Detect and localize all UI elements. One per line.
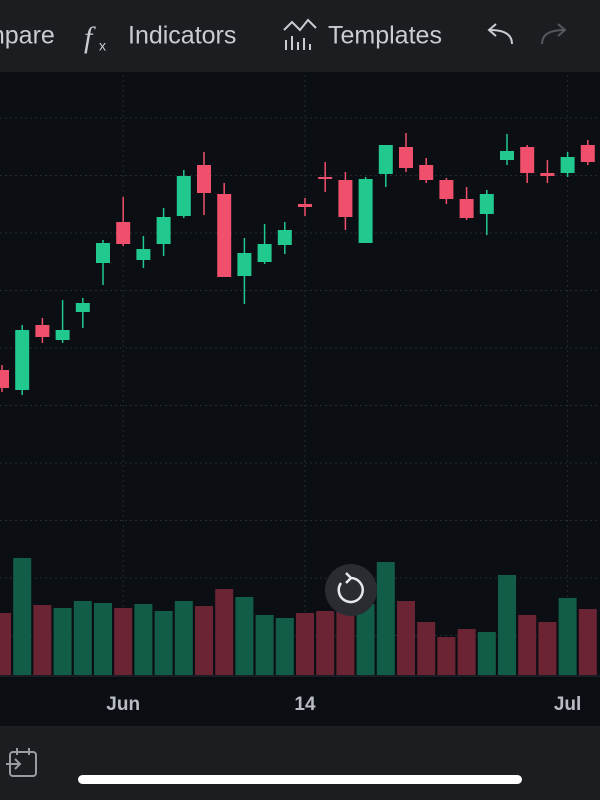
candle-body — [500, 151, 514, 160]
candle-body — [560, 157, 575, 173]
candle-body — [439, 180, 454, 199]
candle-body — [338, 180, 353, 217]
templates-button[interactable]: Templates — [328, 22, 442, 50]
fx-icon-x: x — [99, 38, 106, 54]
calendar-icon[interactable] — [6, 748, 37, 777]
volume-bar — [134, 604, 153, 675]
x-tick-label: Jun — [106, 694, 140, 715]
volume-bar — [235, 597, 254, 675]
candle-body — [580, 145, 595, 162]
volume-bar — [255, 615, 274, 675]
volume-bar — [316, 611, 335, 675]
volume-bar — [174, 601, 193, 675]
compare-button[interactable]: Compare — [0, 22, 55, 50]
indicators-button[interactable]: Indicators — [128, 22, 236, 50]
volume-bar — [397, 601, 415, 675]
volume-bar — [296, 613, 314, 675]
volume-bar — [53, 608, 72, 675]
volume-bar — [417, 622, 436, 675]
volume-bar — [275, 618, 294, 675]
volume-bar — [498, 575, 516, 675]
volume-bar — [195, 606, 213, 675]
candle-body — [358, 179, 373, 243]
candle-body — [257, 244, 272, 262]
candle-body — [237, 253, 252, 276]
reset-button[interactable] — [325, 564, 377, 616]
volume-bar — [558, 598, 577, 675]
candle-body — [156, 217, 171, 244]
candle-body — [136, 249, 151, 260]
candle-body — [520, 147, 535, 173]
volume-bar — [73, 601, 92, 675]
candle-body — [15, 330, 30, 390]
templates-icon — [283, 18, 317, 50]
candle-body — [318, 177, 333, 179]
volume-bar — [437, 637, 456, 675]
x-tick-label: Jul — [554, 694, 581, 715]
candle-body — [459, 199, 474, 218]
volume-bar — [336, 600, 355, 675]
volume-bar — [457, 629, 476, 675]
candle-body — [35, 325, 50, 337]
candle-body — [116, 222, 131, 244]
candle-body — [277, 230, 292, 245]
bottom-bar — [0, 726, 600, 800]
volume-bar — [114, 608, 133, 675]
reset-icon — [337, 572, 364, 604]
home-indicator — [78, 775, 522, 784]
plot-area: Jun 14 Jul — [0, 75, 600, 715]
redo-icon[interactable] — [541, 23, 567, 45]
volume-bar — [538, 622, 557, 675]
candle-body — [176, 176, 191, 216]
candle-body — [399, 147, 413, 168]
volume-bar — [33, 605, 52, 675]
volume-bar — [94, 603, 112, 675]
volume-bar — [215, 589, 234, 675]
volume-bar — [376, 562, 395, 675]
volume-bar — [13, 558, 32, 675]
candle-body — [298, 204, 312, 207]
candle-body — [540, 173, 555, 176]
candle-body — [378, 145, 393, 174]
candle-body — [419, 165, 434, 180]
volume-bar — [477, 632, 496, 675]
volume-bar — [518, 615, 537, 675]
candle-body — [0, 370, 9, 388]
candle-body — [55, 330, 70, 340]
candle-body — [479, 194, 494, 214]
volume-bar — [154, 611, 173, 675]
toolbar — [0, 0, 600, 72]
candle-body — [217, 194, 232, 277]
volume-bar — [578, 609, 597, 675]
candle-body — [96, 243, 110, 263]
volume-bar — [0, 613, 11, 675]
candle-body — [75, 303, 90, 312]
x-tick-label: 14 — [294, 694, 316, 715]
candle-body — [197, 165, 211, 193]
undo-icon[interactable] — [487, 23, 513, 45]
volume-bar — [356, 604, 375, 675]
